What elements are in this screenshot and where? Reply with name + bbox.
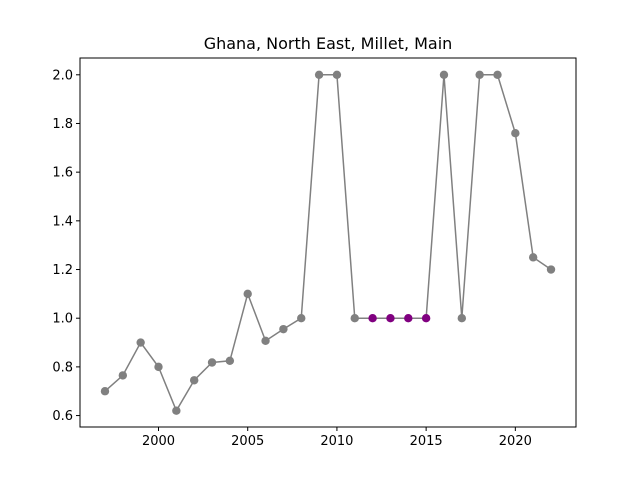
y-tick-label: 1.8 — [52, 117, 73, 132]
highlighted-data-point — [404, 314, 413, 323]
y-tick-label: 1.4 — [52, 214, 73, 229]
data-point — [350, 314, 359, 323]
data-point — [546, 265, 556, 274]
data-point — [439, 70, 449, 79]
x-tick-label: 2015 — [410, 434, 443, 449]
y-tick-label: 1.0 — [52, 312, 73, 327]
data-point — [118, 371, 128, 380]
data-point — [100, 387, 110, 396]
y-tick-label: 0.6 — [52, 409, 73, 424]
x-tick-label: 2020 — [499, 434, 532, 449]
data-point — [243, 289, 252, 299]
data-point — [297, 314, 306, 323]
data-point — [332, 70, 342, 79]
highlighted-data-point — [386, 314, 395, 323]
x-tick-label: 2005 — [231, 434, 264, 449]
highlighted-data-point — [421, 314, 431, 323]
series-line — [104, 74, 552, 413]
highlighted-data-point — [368, 314, 377, 323]
data-point — [279, 324, 288, 334]
data-point — [475, 70, 484, 79]
y-tick-label: 2.0 — [52, 68, 73, 83]
y-tick-label: 0.8 — [52, 360, 73, 375]
data-point — [225, 356, 235, 365]
data-point — [457, 314, 467, 323]
chart-title: Ghana, North East, Millet, Main — [204, 34, 453, 53]
plot-frame — [79, 57, 577, 428]
data-point — [528, 253, 538, 262]
y-tick-label: 1.6 — [52, 166, 73, 181]
data-point — [493, 70, 502, 79]
data-point — [154, 362, 163, 372]
data-point — [261, 336, 270, 346]
x-tick-label: 2010 — [320, 434, 353, 449]
data-point — [172, 406, 181, 415]
data-point — [314, 70, 324, 79]
x-tick-label: 2000 — [142, 434, 175, 449]
data-point — [136, 338, 145, 347]
data-point — [189, 376, 199, 385]
data-point — [511, 129, 520, 138]
data-point — [207, 358, 217, 367]
y-tick-label: 1.2 — [52, 263, 73, 278]
